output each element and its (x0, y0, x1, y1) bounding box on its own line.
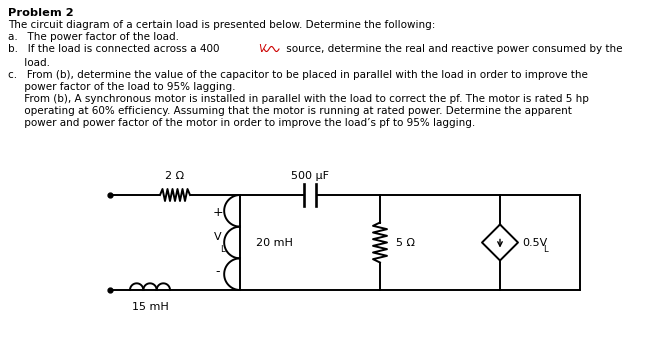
Text: b.   If the load is connected across a 400: b. If the load is connected across a 400 (8, 44, 223, 54)
Text: L: L (220, 244, 225, 253)
Text: 2 Ω: 2 Ω (165, 171, 185, 181)
Text: -: - (216, 266, 220, 279)
Text: 15 mH: 15 mH (132, 302, 168, 312)
Text: V: V (214, 233, 222, 242)
Text: +: + (213, 207, 224, 220)
Text: operating at 60% efficiency. Assuming that the motor is running at rated power. : operating at 60% efficiency. Assuming th… (8, 106, 572, 116)
Text: Problem 2: Problem 2 (8, 8, 74, 18)
Text: a.   The power factor of the load.: a. The power factor of the load. (8, 32, 179, 42)
Text: 5 Ω: 5 Ω (396, 237, 415, 248)
Text: 20 mH: 20 mH (256, 237, 293, 248)
Text: load.: load. (8, 58, 50, 68)
Text: power and power factor of the motor in order to improve the load’s pf to 95% lag: power and power factor of the motor in o… (8, 118, 475, 128)
Text: c.   From (b), determine the value of the capacitor to be placed in parallel wit: c. From (b), determine the value of the … (8, 70, 588, 80)
Text: 0.5V: 0.5V (522, 237, 548, 248)
Text: V: V (258, 44, 265, 54)
Text: 500 μF: 500 μF (291, 171, 329, 181)
Text: From (b), A synchronous motor is installed in parallel with the load to correct : From (b), A synchronous motor is install… (8, 94, 589, 104)
Text: power factor of the load to 95% lagging.: power factor of the load to 95% lagging. (8, 82, 235, 92)
Text: L: L (543, 244, 548, 253)
Text: source, determine the real and reactive power consumed by the: source, determine the real and reactive … (283, 44, 623, 54)
Text: The circuit diagram of a certain load is presented below. Determine the followin: The circuit diagram of a certain load is… (8, 20, 435, 30)
